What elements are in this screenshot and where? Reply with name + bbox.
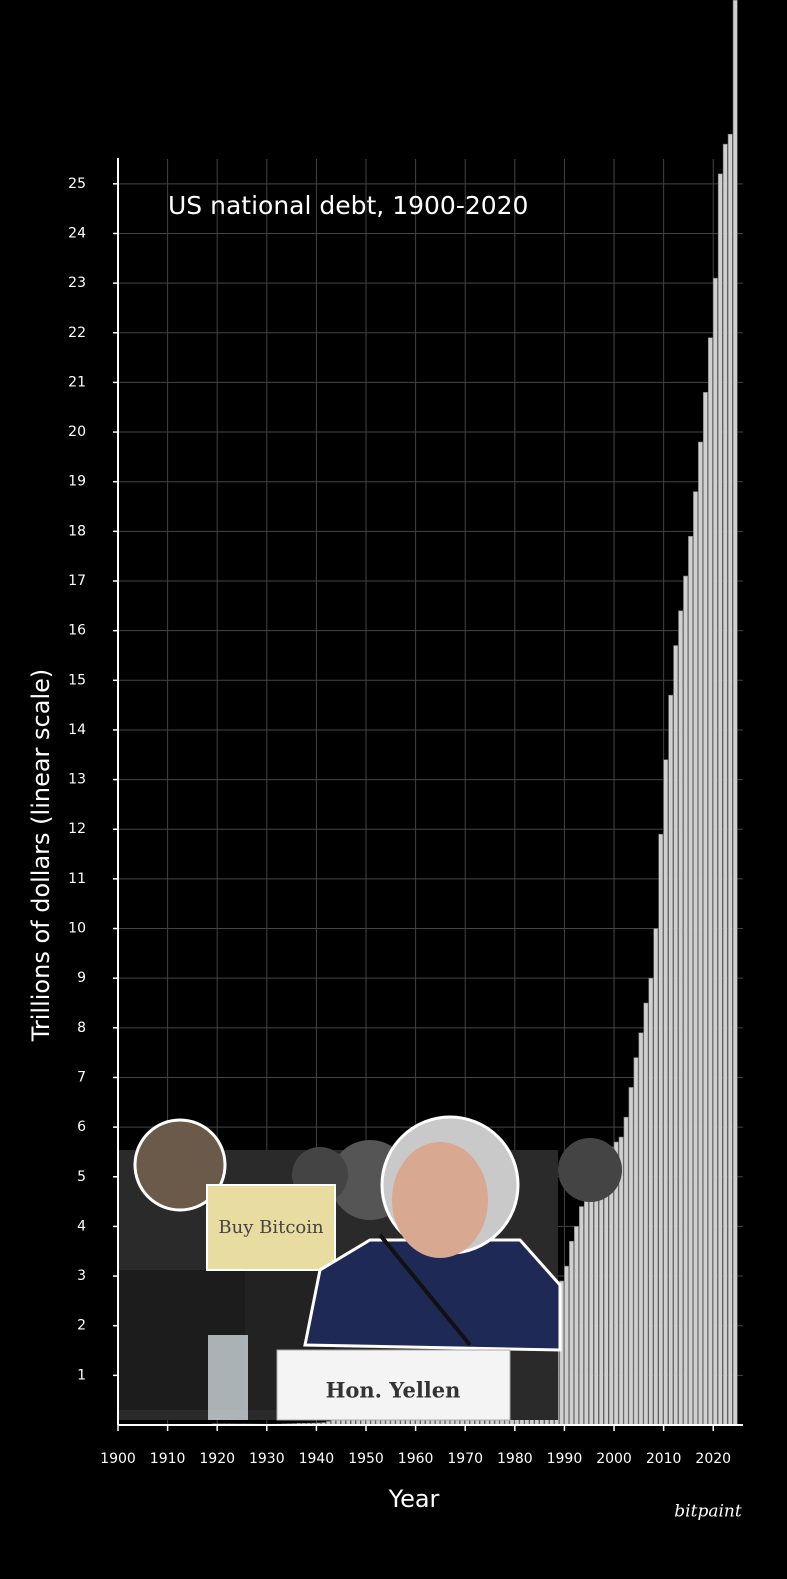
y-tick-label: 25 [68, 176, 86, 192]
y-axis-label: Trillions of dollars (linear scale) [27, 669, 55, 1043]
bar [638, 1032, 644, 1426]
y-tick-label: 11 [68, 871, 86, 887]
photo-collage: Buy Bitcoin Hon. Yellen [118, 1115, 622, 1421]
x-axis-label: Year [388, 1485, 440, 1513]
microphone [378, 1233, 472, 1347]
y-tick-label: 8 [77, 1020, 86, 1036]
bar [569, 1241, 574, 1426]
bar [588, 1181, 594, 1426]
bar [579, 1206, 584, 1426]
x-tick-label: 1910 [150, 1451, 186, 1467]
bar [678, 610, 684, 1426]
bar [593, 1166, 599, 1426]
bar [628, 1087, 634, 1426]
bar [658, 833, 664, 1426]
bar [722, 143, 728, 1426]
bar [574, 1226, 579, 1426]
x-tick-label: 1930 [249, 1451, 285, 1467]
y-tick-label: 12 [68, 821, 86, 837]
x-tick-label: 2010 [646, 1451, 682, 1467]
bar [648, 977, 654, 1426]
x-tick-label: 1970 [447, 1451, 483, 1467]
nameplate-text: Hon. Yellen [326, 1378, 461, 1403]
bar [688, 536, 693, 1426]
speaker-face [392, 1142, 488, 1258]
bar [623, 1116, 629, 1426]
x-tick-label: 1940 [299, 1451, 335, 1467]
x-tick-label: 2020 [695, 1451, 731, 1467]
y-tick-label: 5 [77, 1169, 86, 1185]
bar [727, 133, 733, 1426]
bar [633, 1057, 639, 1426]
y-tick-label: 10 [68, 921, 86, 937]
bar [683, 575, 688, 1426]
x-tick-label: 1950 [348, 1451, 384, 1467]
y-tick-label: 18 [68, 523, 86, 539]
y-tick-label: 1 [77, 1367, 86, 1383]
x-tick-label: 1900 [100, 1451, 136, 1467]
bar [663, 759, 669, 1426]
bar [707, 337, 713, 1426]
bar [717, 173, 723, 1426]
bar [583, 1191, 589, 1426]
y-tick-label: 14 [68, 722, 86, 738]
y-tick-label: 2 [77, 1318, 86, 1334]
person-head [558, 1138, 622, 1202]
y-tick-label: 20 [68, 424, 86, 440]
bar [712, 277, 718, 1426]
y-tick-label: 6 [77, 1119, 86, 1135]
chart-title: US national debt, 1900-2020 [168, 191, 528, 220]
x-tick-label: 1990 [547, 1451, 583, 1467]
sign [206, 1184, 336, 1271]
y-tick-label: 9 [77, 970, 86, 986]
water-bottle [208, 1335, 248, 1420]
bar [643, 1002, 649, 1426]
person-head [133, 1118, 227, 1212]
bar [693, 491, 698, 1426]
y-tick-label: 3 [77, 1268, 86, 1284]
nameplate [276, 1349, 511, 1421]
bar [668, 694, 674, 1426]
y-tick-label: 13 [68, 772, 86, 788]
y-tick-label: 17 [68, 573, 86, 589]
y-tick-label: 23 [68, 275, 86, 291]
credit: bitpaint [674, 1502, 742, 1522]
y-tick-label: 16 [68, 623, 86, 639]
y-tick-label: 4 [77, 1218, 86, 1234]
y-tick-label: 15 [68, 672, 86, 688]
y-tick-label: 7 [77, 1069, 86, 1085]
x-tick-label: 2000 [596, 1451, 632, 1467]
axes [113, 158, 743, 1431]
bar [564, 1265, 569, 1426]
bar [673, 645, 679, 1426]
speaker-jacket [303, 1238, 562, 1352]
x-tick-label: 1960 [398, 1451, 434, 1467]
bar [653, 928, 659, 1426]
x-tick-label: 1920 [199, 1451, 235, 1467]
bar [698, 441, 703, 1426]
y-tick-label: 24 [68, 225, 86, 241]
x-tick-label: 1980 [497, 1451, 533, 1467]
y-tick-label: 21 [68, 374, 86, 390]
y-tick-label: 22 [68, 325, 86, 341]
bar [732, 0, 738, 1426]
y-tick-label: 19 [68, 474, 86, 490]
bar [703, 392, 708, 1426]
sign-text: Buy Bitcoin [218, 1217, 324, 1238]
